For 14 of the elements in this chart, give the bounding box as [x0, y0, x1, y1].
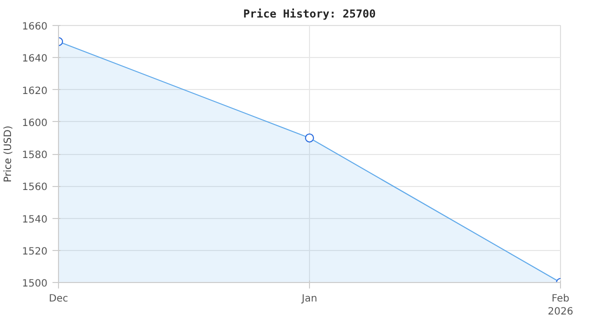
y-tick-label: 1540	[22, 214, 48, 226]
y-tick-label: 1660	[22, 22, 48, 32]
x-tick-label: Jan	[300, 294, 318, 304]
y-tick-label: 1560	[22, 182, 48, 194]
y-tick-label: 1580	[22, 150, 48, 161]
y-tick-label: 1620	[22, 86, 48, 97]
y-tick-label: 1600	[22, 118, 48, 129]
chart-title: Price History: 25700	[243, 8, 376, 20]
y-tick-label: 1500	[22, 278, 48, 290]
x-tick-label: Feb 2026	[548, 294, 574, 318]
y-tick-label: 1520	[22, 246, 48, 258]
x-tick-label: Dec	[48, 294, 68, 304]
y-tick-label: 1640	[22, 54, 48, 65]
y-axis-title: Price (USD)	[3, 126, 14, 182]
